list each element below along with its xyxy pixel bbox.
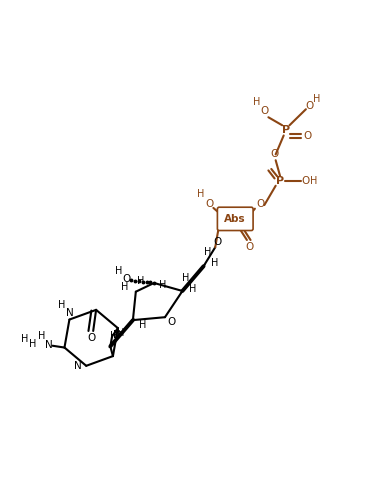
Polygon shape (181, 264, 205, 293)
Text: O: O (301, 176, 310, 186)
Text: O: O (245, 242, 253, 252)
Text: N: N (113, 331, 121, 341)
Text: O: O (87, 333, 95, 343)
Text: H: H (139, 320, 147, 330)
Text: H: H (313, 94, 321, 104)
Text: H: H (253, 97, 260, 107)
Text: H: H (58, 300, 66, 310)
Text: H: H (21, 334, 28, 344)
Text: H: H (115, 265, 123, 275)
Text: O: O (304, 131, 312, 141)
Text: N: N (66, 308, 74, 318)
Text: H: H (38, 331, 45, 341)
Text: H: H (182, 273, 189, 283)
Text: H: H (204, 247, 211, 257)
Text: H: H (29, 339, 36, 349)
Text: P: P (276, 176, 284, 186)
Text: H: H (159, 280, 166, 290)
Text: H: H (211, 258, 218, 268)
Text: O: O (213, 237, 221, 247)
Text: H: H (110, 331, 117, 341)
Text: H: H (136, 276, 144, 286)
Text: P: P (282, 125, 290, 136)
Text: N: N (45, 340, 53, 350)
Text: H: H (310, 176, 317, 186)
Text: Abs: Abs (224, 214, 246, 224)
Text: O: O (305, 101, 314, 111)
Text: H: H (117, 329, 125, 339)
Text: O: O (206, 199, 214, 208)
Polygon shape (109, 319, 135, 348)
Text: H: H (189, 284, 196, 294)
Text: N: N (74, 361, 82, 371)
Text: O: O (261, 106, 269, 116)
FancyBboxPatch shape (218, 207, 253, 230)
Text: O: O (256, 199, 264, 209)
Text: O: O (168, 317, 175, 327)
Text: H: H (121, 282, 128, 292)
Text: O: O (122, 274, 130, 284)
Text: O: O (271, 149, 279, 160)
Text: H: H (197, 190, 205, 199)
